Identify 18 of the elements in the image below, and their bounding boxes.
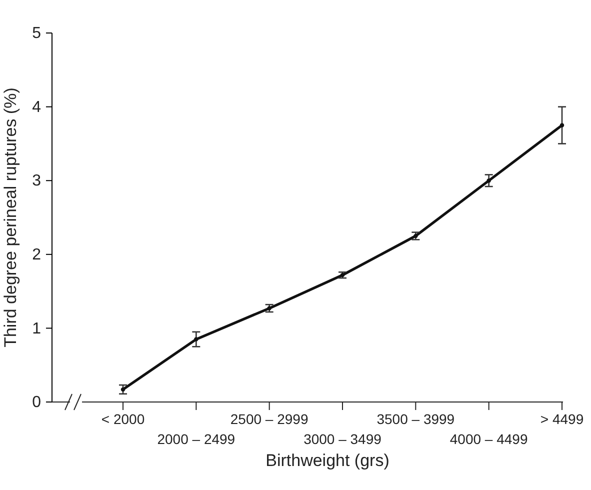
y-tick-label: 2 xyxy=(32,246,42,264)
x-tick-label: > 4499 xyxy=(540,411,584,427)
x-tick-label: 3000 – 3499 xyxy=(304,431,382,447)
y-axis-title: Third degree perineal ruptures (%) xyxy=(1,88,20,348)
y-tick-label: 5 xyxy=(32,25,42,42)
point xyxy=(560,123,564,128)
x-tick-label: < 2000 xyxy=(101,411,145,427)
x-tick-label: 3500 – 3999 xyxy=(376,411,455,427)
y-tick-label: 1 xyxy=(32,320,42,338)
point xyxy=(486,178,491,183)
x-tick-label: 4000 – 4499 xyxy=(450,431,528,447)
x-tick-label: 2500 – 2999 xyxy=(230,411,308,427)
y-tick-label: 0 xyxy=(32,394,42,412)
y-tick-label: 4 xyxy=(32,98,42,116)
x-tick-label: 2000 – 2499 xyxy=(157,431,236,447)
point xyxy=(194,337,198,342)
x-axis-title: Birthweight (grs) xyxy=(266,451,390,470)
y-tick-label: 3 xyxy=(32,172,42,190)
